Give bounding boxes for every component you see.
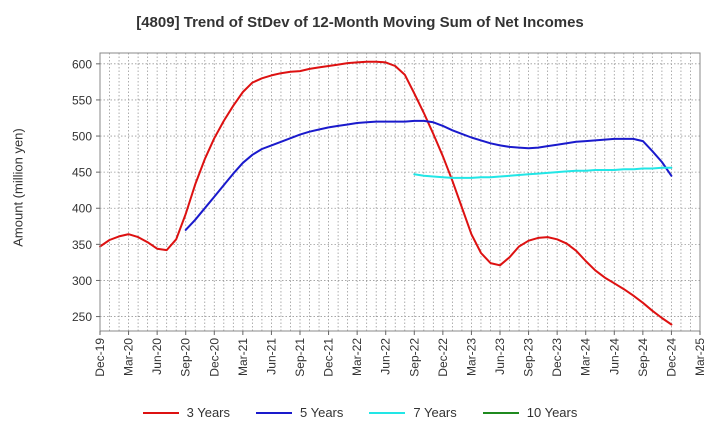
x-tick-label: Sep-24 [636,338,650,377]
legend-item: 7 Years [369,405,457,420]
x-tick-label: Dec-21 [322,338,336,377]
legend-label: 5 Years [300,405,344,420]
series-lines [99,60,673,326]
legend-swatch [256,411,292,414]
x-tick-label: Mar-22 [350,338,364,376]
y-tick-label: 250 [72,310,92,324]
x-tick-label: Dec-20 [207,338,221,377]
legend-item: 10 Years [482,405,578,420]
plot-frame [99,52,701,332]
legend-swatch [482,411,519,414]
x-tick-label: Dec-19 [93,338,107,377]
legend: 3 Years 5 Years 7 Years 10 Years [0,405,720,420]
y-tick-label: 450 [72,166,92,180]
x-tick-label: Jun-23 [493,338,507,375]
legend-label: 3 Years [186,405,230,420]
series-line-5-years [184,119,673,231]
series-line-3-years [99,60,673,326]
legend-item: 3 Years [142,405,230,420]
series-line-7-years [413,166,673,179]
y-tick-label: 300 [72,274,92,288]
x-tick-label: Mar-24 [579,338,593,376]
legend-swatch [142,411,179,414]
grid [99,53,701,331]
x-tick-label: Mar-23 [464,338,478,376]
x-tick-label: Jun-21 [264,338,278,375]
x-tick-label: Sep-20 [179,338,193,377]
x-tick-label: Dec-22 [436,338,450,377]
x-tick-label: Jun-20 [150,338,164,375]
x-tick-label: Sep-21 [293,338,307,377]
x-tick-label: Sep-23 [522,338,536,377]
x-tick-label: Mar-25 [693,338,707,376]
x-tick-labels: Dec-19 Mar-20 Jun-20 Sep-20 Dec-20 Mar-21 Jun-… [93,331,707,377]
legend-item: 5 Years [256,405,343,420]
x-tick-label: Mar-21 [236,338,250,376]
y-tick-label: 600 [72,57,92,71]
chart-title: [4809] Trend of StDev of 12-Month Moving… [136,14,584,31]
legend-label: 7 Years [413,405,457,420]
y-tick-labels: 250 300 350 400 450 500 550 600 [72,57,100,324]
x-tick-label: Dec-23 [550,338,564,377]
x-tick-label: Sep-22 [407,338,421,377]
x-tick-label: Jun-22 [379,338,393,375]
y-tick-label: 400 [72,202,92,216]
y-tick-label: 550 [72,93,92,107]
x-tick-label: Dec-24 [664,338,678,377]
legend-label: 10 Years [526,405,578,420]
x-tick-label: Mar-20 [122,338,136,376]
legend-swatch [369,411,406,414]
x-tick-label: Jun-24 [607,338,621,375]
y-tick-label: 350 [72,238,92,252]
y-tick-label: 500 [72,130,92,144]
